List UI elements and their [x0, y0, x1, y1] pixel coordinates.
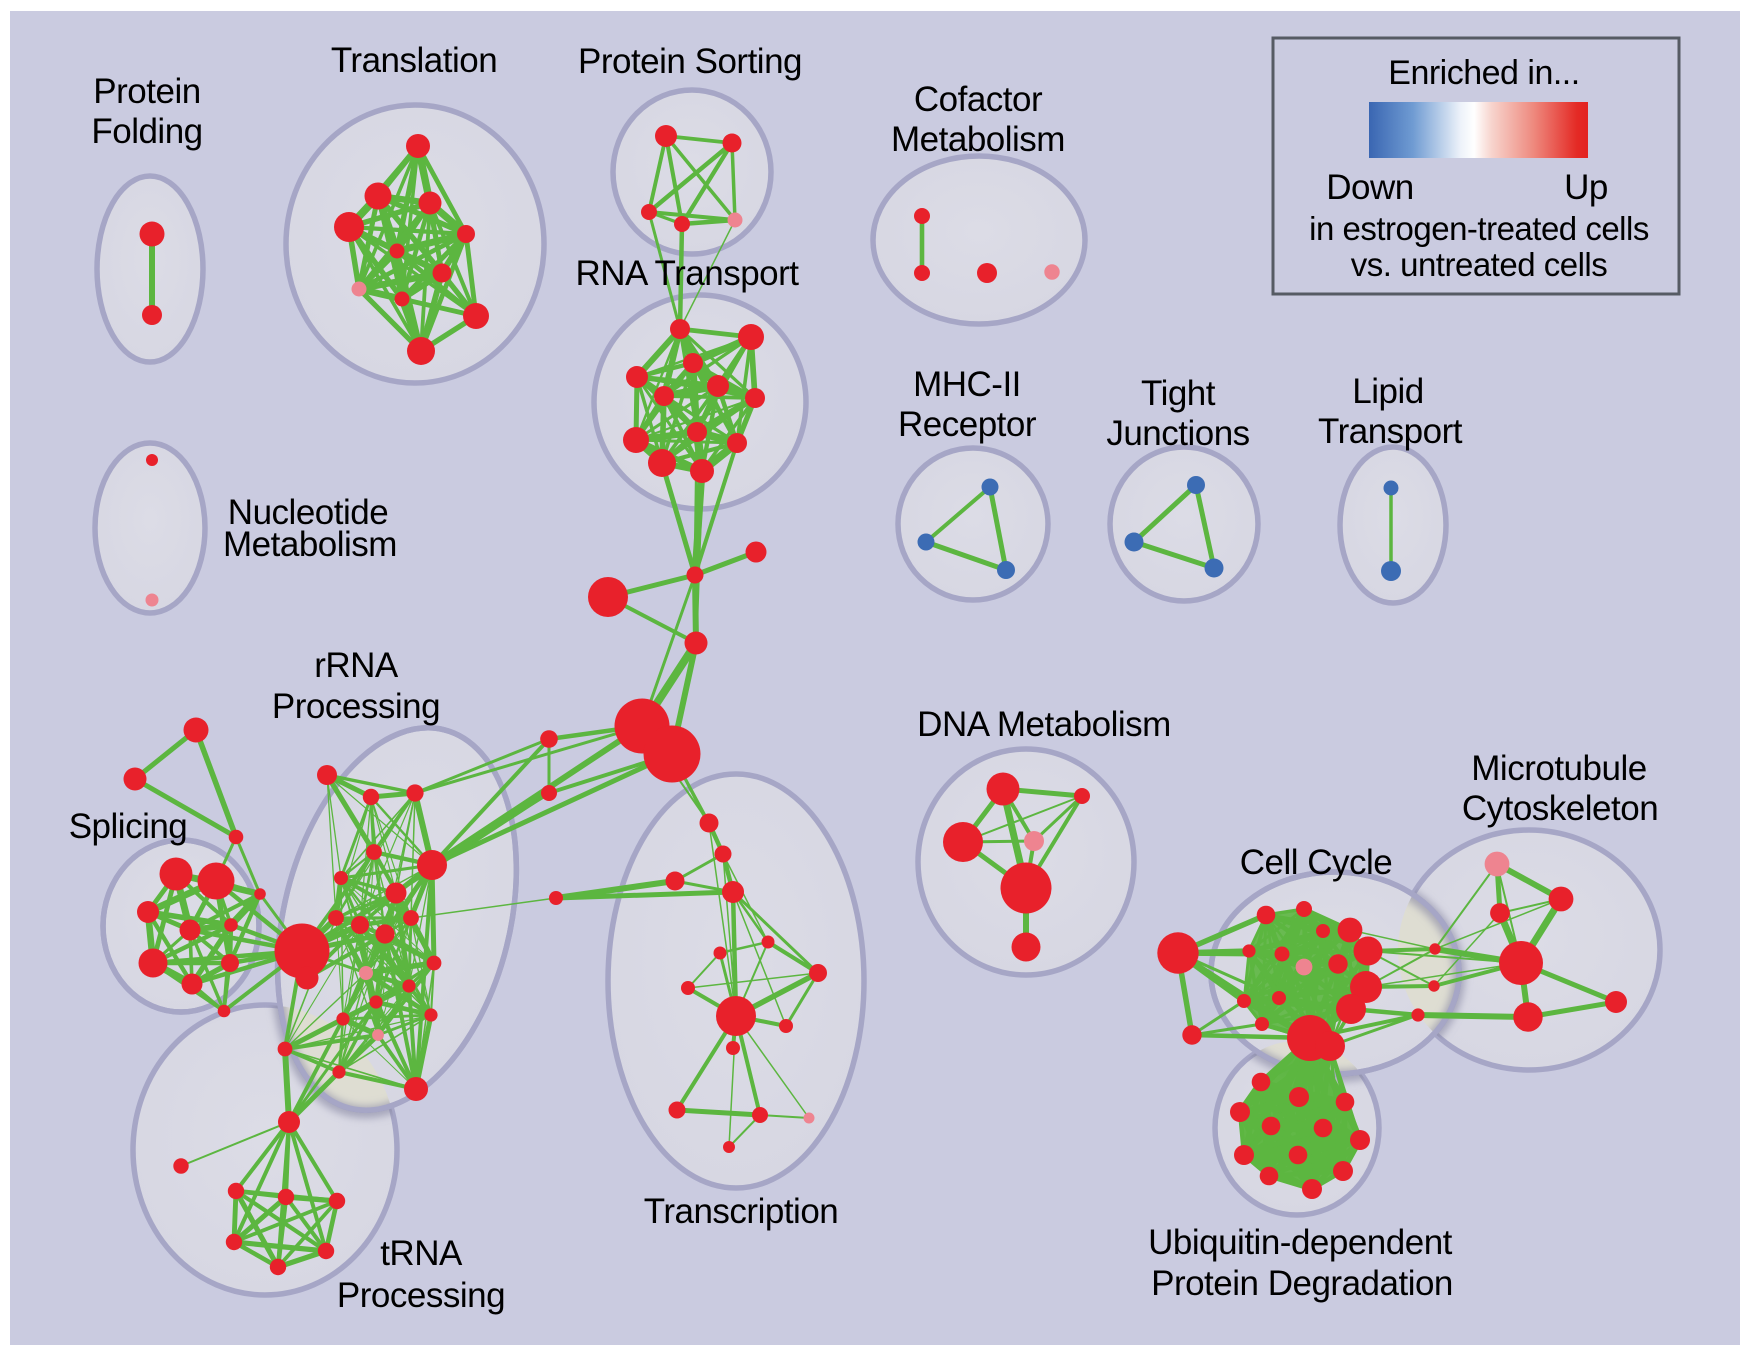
svg-text:Transport: Transport: [1318, 412, 1463, 451]
svg-text:Cytoskeleton: Cytoskeleton: [1462, 789, 1658, 828]
svg-text:Up: Up: [1564, 168, 1608, 207]
svg-text:Splicing: Splicing: [69, 807, 188, 846]
svg-text:vs. untreated cells: vs. untreated cells: [1351, 246, 1607, 283]
svg-text:rRNA: rRNA: [314, 646, 399, 685]
svg-text:Enriched in...: Enriched in...: [1388, 54, 1579, 92]
svg-text:Metabolism: Metabolism: [891, 120, 1065, 159]
svg-text:DNA Metabolism: DNA Metabolism: [917, 705, 1171, 744]
svg-text:Ubiquitin-dependent: Ubiquitin-dependent: [1148, 1223, 1453, 1262]
svg-text:RNA Transport: RNA Transport: [575, 254, 799, 293]
svg-text:Cell Cycle: Cell Cycle: [1240, 843, 1393, 882]
svg-text:Protein: Protein: [93, 72, 200, 111]
svg-text:Metabolism: Metabolism: [223, 525, 397, 564]
svg-text:Lipid: Lipid: [1352, 372, 1423, 411]
svg-text:Folding: Folding: [91, 112, 202, 151]
svg-text:MHC-II: MHC-II: [913, 365, 1021, 404]
svg-text:Tight: Tight: [1141, 374, 1216, 413]
svg-text:Receptor: Receptor: [898, 405, 1037, 444]
svg-text:Protein Sorting: Protein Sorting: [578, 42, 802, 81]
svg-text:Microtubule: Microtubule: [1471, 749, 1646, 788]
svg-text:in estrogen-treated cells: in estrogen-treated cells: [1309, 210, 1649, 247]
svg-text:Processing: Processing: [337, 1276, 505, 1315]
svg-text:Down: Down: [1326, 168, 1413, 207]
svg-text:Cofactor: Cofactor: [914, 80, 1043, 119]
svg-text:Junctions: Junctions: [1106, 414, 1249, 453]
svg-text:Protein Degradation: Protein Degradation: [1151, 1264, 1453, 1303]
svg-text:Nucleotide: Nucleotide: [228, 493, 388, 532]
svg-text:Transcription: Transcription: [644, 1192, 839, 1231]
svg-text:tRNA: tRNA: [380, 1234, 463, 1273]
svg-text:Processing: Processing: [272, 687, 440, 726]
svg-text:Translation: Translation: [331, 41, 497, 80]
